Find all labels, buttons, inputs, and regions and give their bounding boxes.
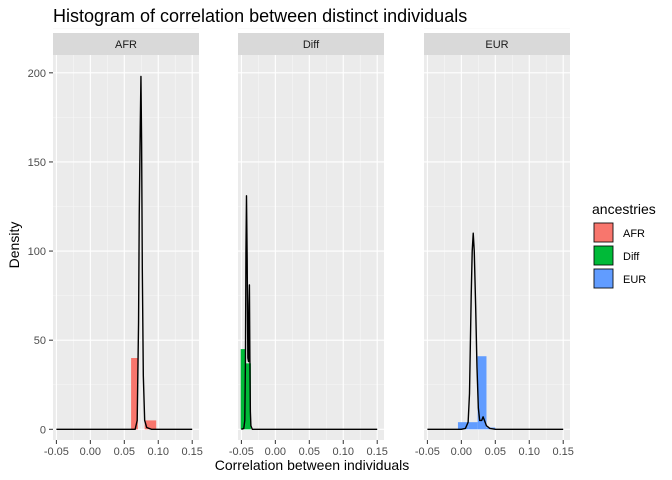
x-axis-title: Correlation between individuals <box>215 457 410 473</box>
facet-panels: AFR -0.05 0.00 0.05 0.10 0.15 Diff -0.05 0.00 0.0… <box>44 27 574 458</box>
y-tick-label: 50 <box>34 335 46 347</box>
legend-swatch-afr <box>593 222 614 243</box>
facet-strip <box>424 33 570 55</box>
legend-swatch-eur <box>593 268 614 289</box>
facet-panel-afr: AFR -0.05 0.00 0.05 0.10 0.15 <box>44 27 203 458</box>
density-curve <box>241 195 378 431</box>
y-tick-label: 0 <box>40 424 46 436</box>
facet-strip-label: EUR <box>485 39 508 51</box>
facet-panel-eur: EUR -0.05 0.00 0.05 0.10 0.15 <box>415 27 574 458</box>
x-tick-label: 0.05 <box>114 446 135 458</box>
histogram-bar <box>468 422 478 430</box>
x-tick-label: 0.10 <box>519 446 540 458</box>
y-axis-title: Density <box>6 222 22 269</box>
legend-title: ancestries <box>592 201 656 217</box>
panel-background <box>424 55 570 440</box>
x-tick-label: 0.05 <box>485 446 506 458</box>
x-tick-label: 0.00 <box>451 446 472 458</box>
x-tick-label: 0.15 <box>366 446 387 458</box>
histogram-bar <box>240 349 246 430</box>
panel-background <box>53 55 199 440</box>
x-tick-label: -0.05 <box>415 446 440 458</box>
facet-strip <box>53 33 199 55</box>
density-curve <box>427 232 564 431</box>
density-curve <box>56 75 193 431</box>
facet-panel-diff: Diff -0.05 0.00 0.05 0.10 0.15 <box>229 27 388 458</box>
legend-label: Diff <box>623 251 640 263</box>
histogram-bar <box>245 363 251 430</box>
facet-strip <box>238 33 384 55</box>
legend-label: AFR <box>623 228 645 240</box>
x-tick-label: 0.15 <box>552 446 573 458</box>
panel-background <box>238 55 384 440</box>
x-tick-label: 0.00 <box>80 446 101 458</box>
legend: ancestries AFR Diff EUR <box>592 201 656 289</box>
x-tick-label: -0.05 <box>44 446 69 458</box>
histogram-bar <box>144 420 157 430</box>
legend-swatch-diff <box>593 245 614 266</box>
x-tick-label: 0.15 <box>181 446 202 458</box>
x-tick-label: 0.10 <box>148 446 169 458</box>
y-axis: 0 50 100 150 200 <box>28 68 53 436</box>
histogram-bar <box>131 358 138 430</box>
histogram-bar <box>477 356 487 430</box>
x-tick-label: 0.00 <box>265 446 286 458</box>
chart-title: Histogram of correlation between distinc… <box>53 6 467 26</box>
histogram-bar <box>457 422 469 430</box>
x-tick-label: 0.05 <box>299 446 320 458</box>
y-tick-label: 200 <box>28 68 46 80</box>
legend-label: EUR <box>623 274 646 286</box>
facet-strip-label: AFR <box>115 39 137 51</box>
y-tick-label: 100 <box>28 246 46 258</box>
x-tick-label: 0.10 <box>333 446 354 458</box>
x-tick-label: -0.05 <box>229 446 254 458</box>
facet-strip-label: Diff <box>303 39 320 51</box>
y-tick-label: 150 <box>28 157 46 169</box>
